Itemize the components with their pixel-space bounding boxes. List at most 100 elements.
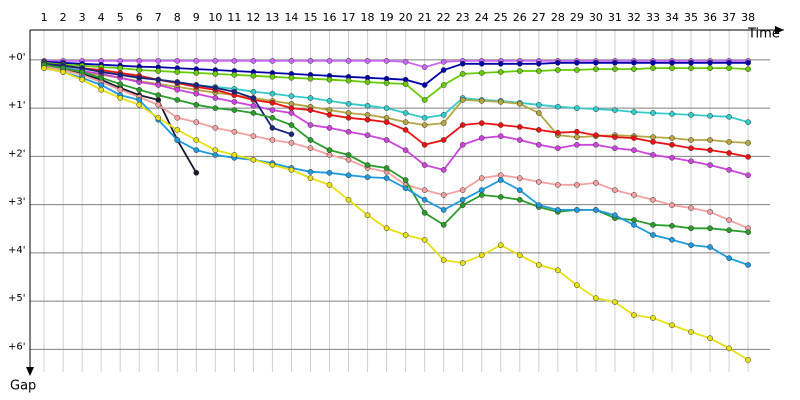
- data-point: [554, 267, 561, 274]
- data-point: [155, 92, 162, 98]
- data-point: [631, 192, 637, 198]
- data-point: [402, 127, 409, 133]
- data-point: [288, 167, 295, 173]
- data-point: [478, 120, 485, 126]
- data-point: [269, 162, 276, 168]
- data-point: [136, 101, 143, 108]
- data-point: [516, 124, 523, 130]
- x-tick-label: 33: [646, 11, 660, 24]
- data-point: [174, 127, 181, 133]
- data-point: [669, 322, 675, 329]
- data-point: [326, 147, 333, 153]
- data-point: [535, 110, 542, 116]
- data-point: [345, 58, 352, 64]
- data-point: [745, 66, 751, 72]
- data-point: [478, 60, 485, 67]
- data-point: [402, 81, 409, 87]
- data-point: [459, 60, 466, 67]
- x-tick-label: 27: [532, 11, 546, 24]
- data-point: [250, 58, 257, 64]
- data-point: [231, 72, 238, 78]
- data-point: [440, 192, 447, 198]
- data-point: [726, 167, 732, 173]
- data-point: [650, 152, 656, 158]
- data-point: [326, 125, 333, 131]
- x-tick-label: 4: [98, 11, 105, 24]
- data-point: [612, 212, 618, 219]
- data-point: [193, 82, 200, 88]
- data-point: [421, 141, 428, 148]
- series-line: [43, 67, 749, 266]
- data-point: [707, 65, 713, 71]
- data-point: [535, 202, 542, 208]
- data-point: [193, 147, 200, 153]
- data-point: [402, 110, 409, 116]
- data-point: [155, 97, 162, 103]
- data-point: [554, 59, 561, 66]
- data-point: [688, 137, 694, 143]
- x-tick-label: 1: [41, 11, 48, 24]
- x-tick-label: 14: [284, 11, 298, 24]
- data-point: [688, 242, 694, 248]
- data-point: [383, 225, 390, 232]
- data-point: [326, 107, 333, 113]
- data-point: [459, 71, 466, 77]
- series-line: [43, 63, 749, 233]
- data-point: [421, 236, 428, 243]
- x-tick-label: 25: [494, 11, 508, 24]
- x-tick-label: 11: [227, 11, 241, 24]
- data-point: [707, 335, 713, 342]
- data-point: [612, 59, 618, 66]
- x-tick-label: 19: [380, 11, 394, 24]
- data-point: [669, 202, 675, 208]
- data-point: [326, 112, 333, 118]
- data-point: [440, 222, 447, 228]
- y-tick-label: +6': [8, 341, 26, 352]
- data-point: [212, 125, 219, 131]
- x-tick-label: 36: [703, 11, 717, 24]
- x-tick-label: 23: [456, 11, 470, 24]
- x-tick-label: 38: [741, 11, 755, 24]
- data-point: [269, 73, 276, 80]
- x-tick-label: 28: [551, 11, 565, 24]
- data-point: [726, 139, 732, 145]
- data-point: [421, 64, 428, 70]
- x-tick-label: 8: [174, 11, 181, 24]
- data-point: [307, 145, 314, 152]
- data-point: [516, 100, 523, 107]
- data-point: [650, 196, 656, 203]
- data-point: [650, 110, 656, 116]
- y-tick-label: +5': [8, 293, 26, 304]
- data-point: [440, 82, 447, 88]
- x-tick-label: 6: [136, 11, 143, 24]
- data-point: [345, 100, 352, 107]
- data-point: [288, 140, 295, 146]
- data-point: [650, 139, 656, 145]
- x-tick-label: 24: [475, 11, 489, 24]
- y-axis-arrow: [26, 367, 34, 376]
- data-point: [459, 202, 466, 208]
- data-point: [174, 114, 181, 121]
- data-point: [688, 225, 694, 232]
- data-point: [421, 97, 428, 103]
- data-point: [193, 58, 200, 64]
- data-point: [535, 101, 542, 108]
- data-point: [631, 222, 637, 228]
- data-point: [612, 66, 618, 72]
- data-point: [612, 145, 618, 152]
- data-point: [383, 175, 390, 181]
- data-point: [307, 107, 314, 113]
- data-point: [383, 58, 390, 64]
- x-tick-label: 31: [608, 11, 622, 24]
- data-point: [193, 137, 200, 143]
- data-point: [383, 119, 390, 125]
- data-point: [631, 135, 637, 141]
- data-point: [669, 135, 675, 141]
- data-point: [326, 169, 333, 176]
- data-point: [250, 133, 257, 139]
- data-point: [516, 68, 523, 74]
- x-tick-label: 5: [117, 11, 124, 24]
- data-point: [745, 140, 751, 146]
- data-point: [307, 75, 314, 82]
